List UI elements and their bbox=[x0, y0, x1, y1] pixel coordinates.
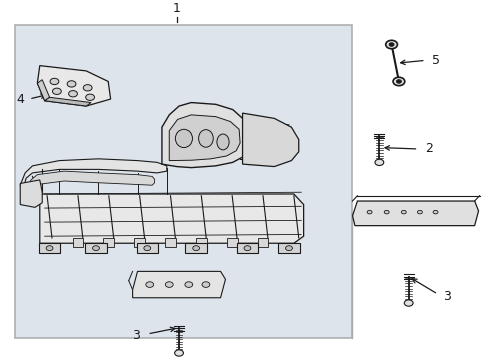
Text: 3: 3 bbox=[133, 329, 141, 342]
Circle shape bbox=[67, 81, 76, 87]
Circle shape bbox=[367, 210, 372, 214]
Bar bbox=[165, 238, 176, 247]
Circle shape bbox=[433, 210, 438, 214]
Circle shape bbox=[144, 246, 151, 251]
Bar bbox=[85, 243, 107, 253]
Text: 3: 3 bbox=[443, 290, 451, 303]
Polygon shape bbox=[37, 80, 49, 101]
Polygon shape bbox=[45, 97, 91, 106]
Bar bbox=[185, 243, 207, 253]
Circle shape bbox=[384, 210, 389, 214]
Circle shape bbox=[286, 246, 293, 251]
Circle shape bbox=[386, 40, 397, 49]
Bar bbox=[103, 238, 114, 247]
Circle shape bbox=[50, 78, 59, 85]
Ellipse shape bbox=[198, 130, 213, 147]
Circle shape bbox=[146, 282, 154, 287]
Circle shape bbox=[52, 88, 61, 94]
Polygon shape bbox=[20, 180, 42, 207]
Circle shape bbox=[404, 300, 413, 306]
Text: 2: 2 bbox=[425, 143, 433, 156]
Ellipse shape bbox=[175, 129, 193, 148]
Bar bbox=[73, 238, 83, 247]
Polygon shape bbox=[352, 201, 479, 226]
Circle shape bbox=[83, 85, 92, 91]
Bar bbox=[278, 243, 300, 253]
Circle shape bbox=[401, 210, 406, 214]
Circle shape bbox=[396, 80, 401, 83]
Bar bbox=[227, 238, 238, 247]
Text: 1: 1 bbox=[172, 2, 180, 15]
Bar bbox=[237, 243, 258, 253]
Circle shape bbox=[185, 282, 193, 287]
Bar bbox=[15, 25, 352, 338]
Circle shape bbox=[93, 246, 99, 251]
Polygon shape bbox=[162, 103, 247, 168]
Circle shape bbox=[165, 282, 173, 287]
Circle shape bbox=[174, 350, 183, 356]
Bar bbox=[258, 238, 269, 247]
Text: 4: 4 bbox=[16, 93, 24, 105]
Circle shape bbox=[202, 282, 210, 287]
Bar bbox=[134, 238, 145, 247]
Polygon shape bbox=[20, 159, 167, 194]
Polygon shape bbox=[40, 194, 304, 243]
Bar bbox=[39, 243, 60, 253]
Circle shape bbox=[46, 246, 53, 251]
Bar bbox=[137, 243, 158, 253]
Circle shape bbox=[193, 246, 199, 251]
Circle shape bbox=[86, 94, 95, 100]
Circle shape bbox=[244, 246, 251, 251]
Circle shape bbox=[417, 210, 422, 214]
Text: 5: 5 bbox=[432, 54, 440, 67]
Circle shape bbox=[389, 43, 394, 46]
Circle shape bbox=[375, 159, 384, 166]
Polygon shape bbox=[27, 171, 155, 191]
Polygon shape bbox=[133, 271, 225, 298]
Bar bbox=[196, 238, 207, 247]
Ellipse shape bbox=[217, 134, 229, 150]
Circle shape bbox=[393, 77, 405, 86]
Polygon shape bbox=[169, 115, 240, 161]
Circle shape bbox=[69, 91, 77, 97]
Polygon shape bbox=[37, 66, 111, 106]
Polygon shape bbox=[243, 113, 299, 167]
